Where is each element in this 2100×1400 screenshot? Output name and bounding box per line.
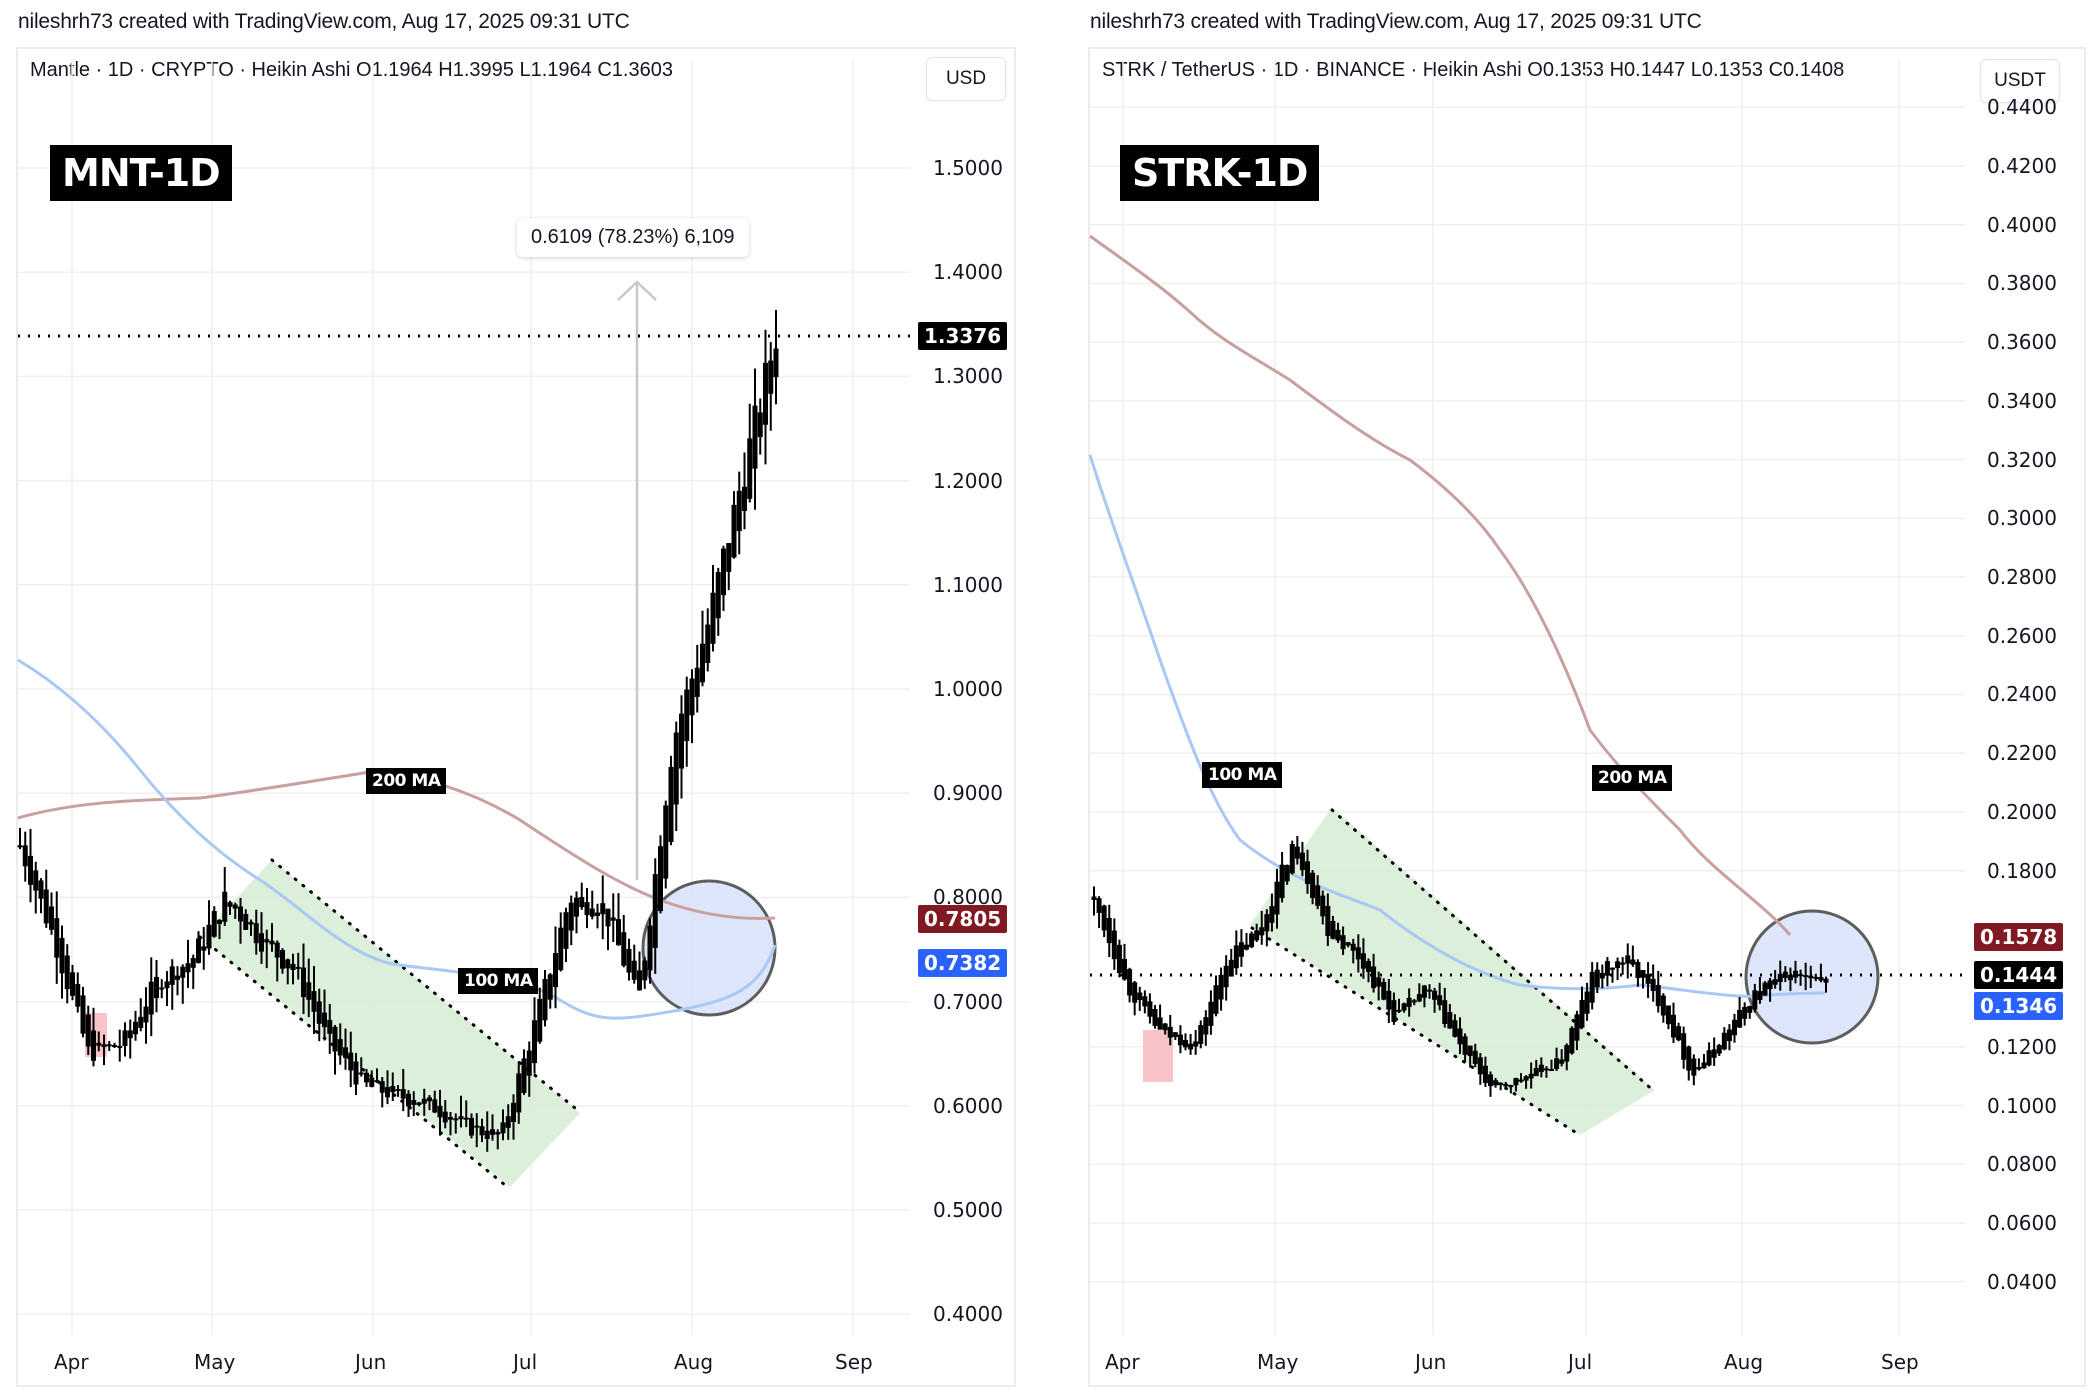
price-tick-label: 0.1000 [1987, 1093, 2057, 1118]
price-tick-label: 0.7000 [933, 989, 1003, 1014]
price-tick-label: 1.3000 [933, 364, 1003, 389]
price-tick-label: 0.2600 [1987, 623, 2057, 648]
price-tick-label: 0.6000 [933, 1093, 1003, 1118]
month-tick-label: Aug [1724, 1350, 1764, 1374]
price-tick-label: 0.0600 [1987, 1210, 2057, 1235]
price-tick-label: 0.3800 [1987, 271, 2057, 296]
price-tick-label: 1.5000 [933, 156, 1003, 180]
ma200-price-tag: 0.7805 [918, 905, 1008, 933]
ma200-label: 200 MA [366, 768, 447, 794]
price-tick-label: 0.0400 [1987, 1269, 2057, 1294]
currency-button[interactable]: USDT [1980, 59, 2060, 103]
price-tick-label: 0.4000 [1987, 212, 2057, 237]
month-tick-label: May [194, 1350, 236, 1374]
price-tick-label: 0.3000 [1987, 506, 2057, 531]
symbol-info-line: Mantle · 1D · CRYPTO · Heikin Ashi O1.19… [30, 59, 673, 81]
ma200-line [1089, 234, 1792, 936]
ma100-price-tag: 0.1346 [1974, 992, 2064, 1020]
price-tick-label: 0.4000 [933, 1302, 1003, 1327]
price-tick-label: 1.2000 [933, 468, 1003, 493]
ma100-label: 100 MA [458, 968, 539, 994]
ma100-line [17, 658, 777, 1020]
price-tick-label: 0.2400 [1987, 682, 2057, 707]
price-tick-label: 1.0000 [933, 677, 1003, 701]
ma200-price-tag: 0.1578 [1974, 923, 2064, 951]
month-tick-label: May [1257, 1350, 1299, 1374]
right-grid [1090, 60, 1965, 1335]
price-tick-label: 0.3600 [1987, 330, 2057, 355]
price-tick-label: 0.9000 [933, 781, 1003, 806]
month-tick-label: Aug [674, 1350, 714, 1374]
price-tick-label: 0.0800 [1987, 1152, 2057, 1177]
price-tick-label: 0.1200 [1987, 1034, 2057, 1059]
month-tick-label: Sep [1881, 1350, 1919, 1374]
ma100-price-tag: 0.7382 [918, 949, 1008, 977]
price-tick-label: 0.2800 [1987, 565, 2057, 590]
month-tick-label: Sep [835, 1350, 873, 1374]
month-tick-label: Jun [355, 1350, 387, 1374]
price-tick-label: 0.2200 [1987, 741, 2057, 766]
price-tick-label: 0.2000 [1987, 799, 2057, 824]
price-tick-label: 0.4400 [1987, 95, 2057, 120]
price-tick-label: 0.5000 [933, 1198, 1003, 1222]
measure-label: 0.6109 (78.23%) 6,109 [517, 218, 749, 257]
last-price-tag: 0.1444 [1974, 961, 2064, 989]
channel-upper-line [1330, 808, 1657, 1094]
descending-channel [200, 860, 580, 1187]
symbol-info-line: STRK / TetherUS · 1D · BINANCE · Heikin … [1102, 59, 1845, 81]
price-tick-label: 1.1000 [933, 572, 1003, 597]
price-candles [1091, 836, 1829, 1097]
ma200-label: 200 MA [1592, 765, 1673, 791]
measure-arrowhead [617, 280, 657, 301]
month-tick-label: Jul [1568, 1350, 1593, 1374]
highlight-box [1143, 1030, 1173, 1082]
price-candles [17, 310, 779, 1152]
ma100-line [1088, 454, 1826, 998]
month-tick-label: Jul [513, 1350, 538, 1374]
price-tick-label: 0.4200 [1987, 154, 2057, 178]
last-price-tag: 1.3376 [918, 322, 1008, 350]
price-tick-label: 0.3400 [1987, 388, 2057, 413]
left-grid [18, 60, 910, 1335]
price-tick-label: 0.1800 [1987, 858, 2057, 883]
credit-text-left: nileshrh73 created with TradingView.com,… [18, 10, 630, 33]
credit-text-right: nileshrh73 created with TradingView.com,… [1090, 10, 1702, 33]
price-tick-label: 1.4000 [933, 260, 1003, 285]
month-tick-label: Jun [1415, 1350, 1447, 1374]
price-tick-label: 0.3200 [1987, 447, 2057, 472]
descending-channel [1250, 807, 1655, 1135]
ticker-tag: MNT-1D [50, 145, 232, 201]
month-tick-label: Apr [1105, 1350, 1140, 1374]
month-tick-label: Apr [54, 1350, 89, 1374]
currency-button[interactable]: USD [926, 57, 1006, 101]
channel-lower-line [1250, 926, 1577, 1134]
ticker-tag: STRK-1D [1120, 145, 1320, 201]
ma100-label: 100 MA [1202, 762, 1283, 788]
